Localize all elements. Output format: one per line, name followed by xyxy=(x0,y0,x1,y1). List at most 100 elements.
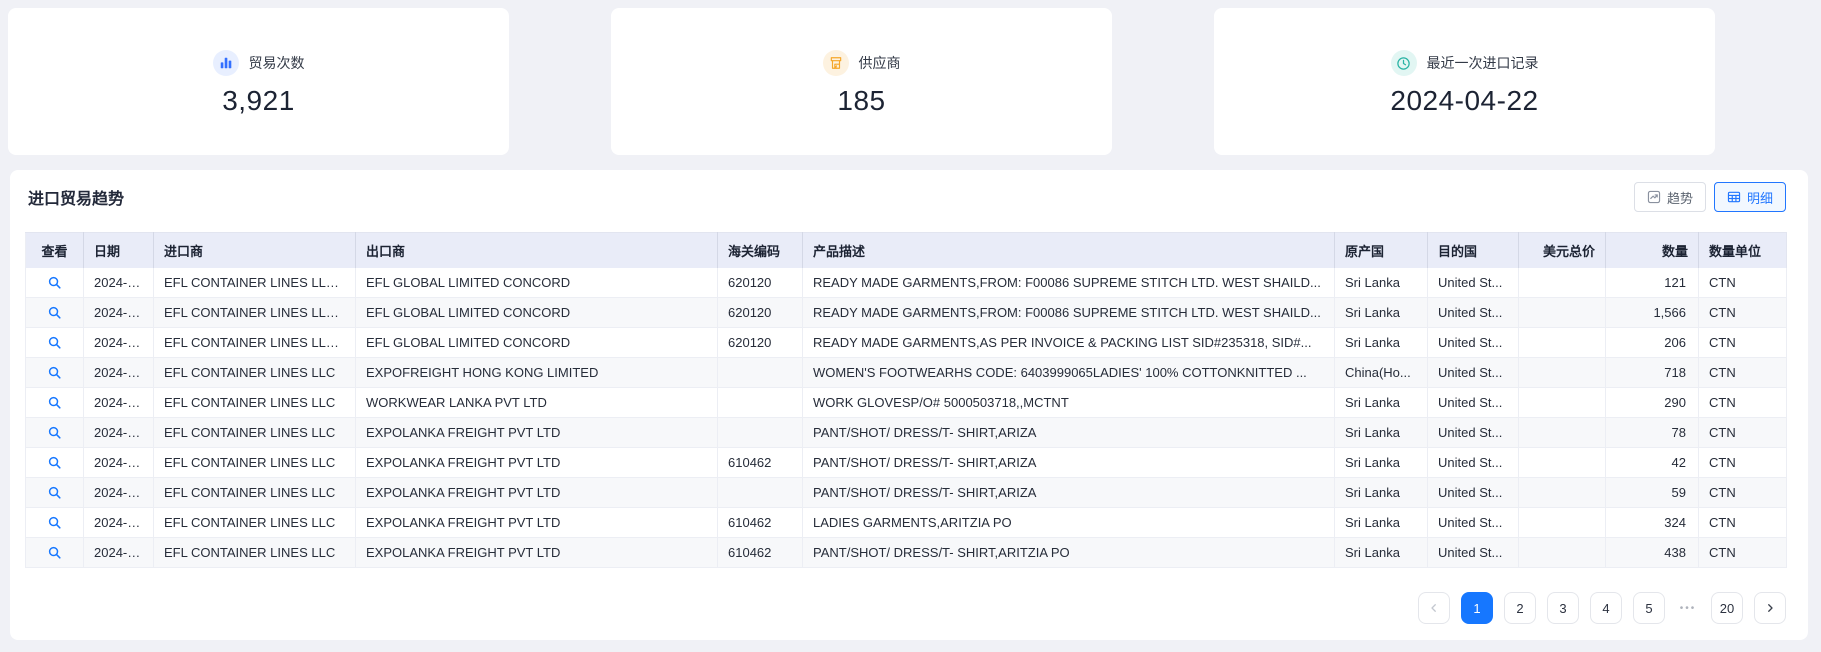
column-header-importer: 进口商 xyxy=(153,232,356,268)
cell-quantity: 206 xyxy=(1605,327,1699,358)
column-header-date: 日期 xyxy=(83,232,154,268)
cell-description: LADIES GARMENTS,ARITZIA PO xyxy=(802,507,1335,538)
view-detail-search-icon[interactable] xyxy=(46,334,64,352)
cell-quantity: 324 xyxy=(1605,507,1699,538)
cell-description: WORK GLOVESP/O# 5000503718,,MCTNT xyxy=(802,387,1335,418)
cell-description: WOMEN'S FOOTWEARHS CODE: 6403999065LADIE… xyxy=(802,357,1335,388)
pagination-page-20[interactable]: 20 xyxy=(1711,592,1743,624)
table-header-row: 查看 日期 进口商 出口商 海关编码 产品描述 原产国 目的国 美元总价 数量 … xyxy=(25,232,1787,268)
cell-exporter: EFL GLOBAL LIMITED CONCORD xyxy=(355,327,718,358)
cell-quantity: 59 xyxy=(1605,477,1699,508)
cell-origin: Sri Lanka xyxy=(1334,537,1428,568)
cell-date: 2024-04-... xyxy=(83,507,154,538)
pagination-page-1[interactable]: 1 xyxy=(1461,592,1493,624)
cell-unit: CTN xyxy=(1698,267,1787,298)
cell-description: READY MADE GARMENTS,FROM: F00086 SUPREME… xyxy=(802,267,1335,298)
cell-date: 2024-04-... xyxy=(83,537,154,568)
cell-hs-code: 620120 xyxy=(717,267,803,298)
view-detail-search-icon[interactable] xyxy=(46,454,64,472)
cell-origin: Sri Lanka xyxy=(1334,297,1428,328)
view-detail-search-icon[interactable] xyxy=(46,364,64,382)
table-grid-icon xyxy=(1727,190,1741,204)
cell-destination: United St... xyxy=(1427,387,1519,418)
view-detail-search-icon[interactable] xyxy=(46,304,64,322)
cell-exporter: EFL GLOBAL LIMITED CONCORD xyxy=(355,267,718,298)
column-header-hs-code: 海关编码 xyxy=(717,232,803,268)
table-body: 2024-04-... EFL CONTAINER LINES LLC 574 … xyxy=(25,267,1787,568)
pagination-prev-button[interactable] xyxy=(1418,592,1450,624)
cell-destination: United St... xyxy=(1427,297,1519,328)
view-toggle-group: 趋势 明细 xyxy=(1633,182,1786,212)
shop-icon xyxy=(822,50,849,76)
cell-importer: EFL CONTAINER LINES LLC 574 xyxy=(153,297,356,328)
cell-origin: Sri Lanka xyxy=(1334,327,1428,358)
cell-date: 2024-04-... xyxy=(83,417,154,448)
detail-view-button[interactable]: 明细 xyxy=(1713,182,1786,212)
stat-card-trade-count: 贸易次数 3,921 xyxy=(8,8,509,155)
table-row: 2024-04-... EFL CONTAINER LINES LLC EXPO… xyxy=(25,417,1787,448)
table-row: 2024-04-... EFL CONTAINER LINES LLC EXPO… xyxy=(25,357,1787,388)
table-row: 2024-04-... EFL CONTAINER LINES LLC 574 … xyxy=(25,297,1787,328)
view-detail-search-icon[interactable] xyxy=(46,544,64,562)
column-header-origin: 原产国 xyxy=(1334,232,1428,268)
cell-origin: Sri Lanka xyxy=(1334,267,1428,298)
cell-usd-total xyxy=(1518,507,1606,538)
view-detail-search-icon[interactable] xyxy=(46,424,64,442)
cell-exporter: EFL GLOBAL LIMITED CONCORD xyxy=(355,297,718,328)
table-row: 2024-04-... EFL CONTAINER LINES LLC EXPO… xyxy=(25,537,1787,568)
trend-chart-icon xyxy=(1647,190,1661,204)
stat-label: 供应商 xyxy=(858,55,901,71)
cell-usd-total xyxy=(1518,447,1606,478)
cell-quantity: 718 xyxy=(1605,357,1699,388)
column-header-destination: 目的国 xyxy=(1427,232,1519,268)
column-header-unit: 数量单位 xyxy=(1698,232,1787,268)
pagination-ellipsis[interactable]: ••• xyxy=(1679,602,1697,614)
cell-usd-total xyxy=(1518,357,1606,388)
view-detail-search-icon[interactable] xyxy=(46,394,64,412)
view-detail-search-icon[interactable] xyxy=(46,273,64,291)
cell-importer: EFL CONTAINER LINES LLC 574 xyxy=(153,327,356,358)
cell-origin: China(Ho... xyxy=(1334,357,1428,388)
cell-importer: EFL CONTAINER LINES LLC xyxy=(153,447,356,478)
cell-usd-total xyxy=(1518,297,1606,328)
view-detail-search-icon[interactable] xyxy=(46,514,64,532)
cell-description: PANT/SHOT/ DRESS/T- SHIRT,ARIZA xyxy=(802,447,1335,478)
cell-date: 2024-04-... xyxy=(83,297,154,328)
import-trend-panel: 进口贸易趋势 趋势 明细 查看 日期 xyxy=(10,170,1808,640)
cell-hs-code: 610462 xyxy=(717,507,803,538)
cell-importer: EFL CONTAINER LINES LLC xyxy=(153,477,356,508)
page-title: 进口贸易趋势 xyxy=(28,191,125,208)
cell-usd-total xyxy=(1518,327,1606,358)
pagination-page-5[interactable]: 5 xyxy=(1633,592,1665,624)
column-header-description: 产品描述 xyxy=(802,232,1335,268)
pagination-page-3[interactable]: 3 xyxy=(1547,592,1579,624)
column-header-exporter: 出口商 xyxy=(355,232,718,268)
pagination-page-4[interactable]: 4 xyxy=(1590,592,1622,624)
cell-exporter: EXPOLANKA FREIGHT PVT LTD xyxy=(355,417,718,448)
stat-card-suppliers: 供应商 185 xyxy=(611,8,1112,155)
cell-date: 2024-04-... xyxy=(83,387,154,418)
cell-quantity: 78 xyxy=(1605,417,1699,448)
cell-origin: Sri Lanka xyxy=(1334,387,1428,418)
view-detail-search-icon[interactable] xyxy=(46,484,64,502)
cell-description: READY MADE GARMENTS,FROM: F00086 SUPREME… xyxy=(802,297,1335,328)
cell-unit: CTN xyxy=(1698,507,1787,538)
cell-destination: United St... xyxy=(1427,327,1519,358)
cell-hs-code xyxy=(717,477,803,508)
column-header-view: 查看 xyxy=(25,232,84,268)
pagination-next-button[interactable] xyxy=(1754,592,1786,624)
stat-value: 2024-04-22 xyxy=(1390,85,1539,116)
cell-origin: Sri Lanka xyxy=(1334,447,1428,478)
cell-date: 2024-04-... xyxy=(83,477,154,508)
pagination-page-2[interactable]: 2 xyxy=(1504,592,1536,624)
cell-importer: EFL CONTAINER LINES LLC xyxy=(153,537,356,568)
cell-hs-code: 610462 xyxy=(717,447,803,478)
cell-exporter: WORKWEAR LANKA PVT LTD xyxy=(355,387,718,418)
cell-importer: EFL CONTAINER LINES LLC xyxy=(153,417,356,448)
cell-destination: United St... xyxy=(1427,417,1519,448)
trend-view-button[interactable]: 趋势 xyxy=(1633,182,1706,212)
cell-exporter: EXPOLANKA FREIGHT PVT LTD xyxy=(355,537,718,568)
cell-description: PANT/SHOT/ DRESS/T- SHIRT,ARITZIA PO xyxy=(802,537,1335,568)
cell-origin: Sri Lanka xyxy=(1334,417,1428,448)
cell-quantity: 1,566 xyxy=(1605,297,1699,328)
